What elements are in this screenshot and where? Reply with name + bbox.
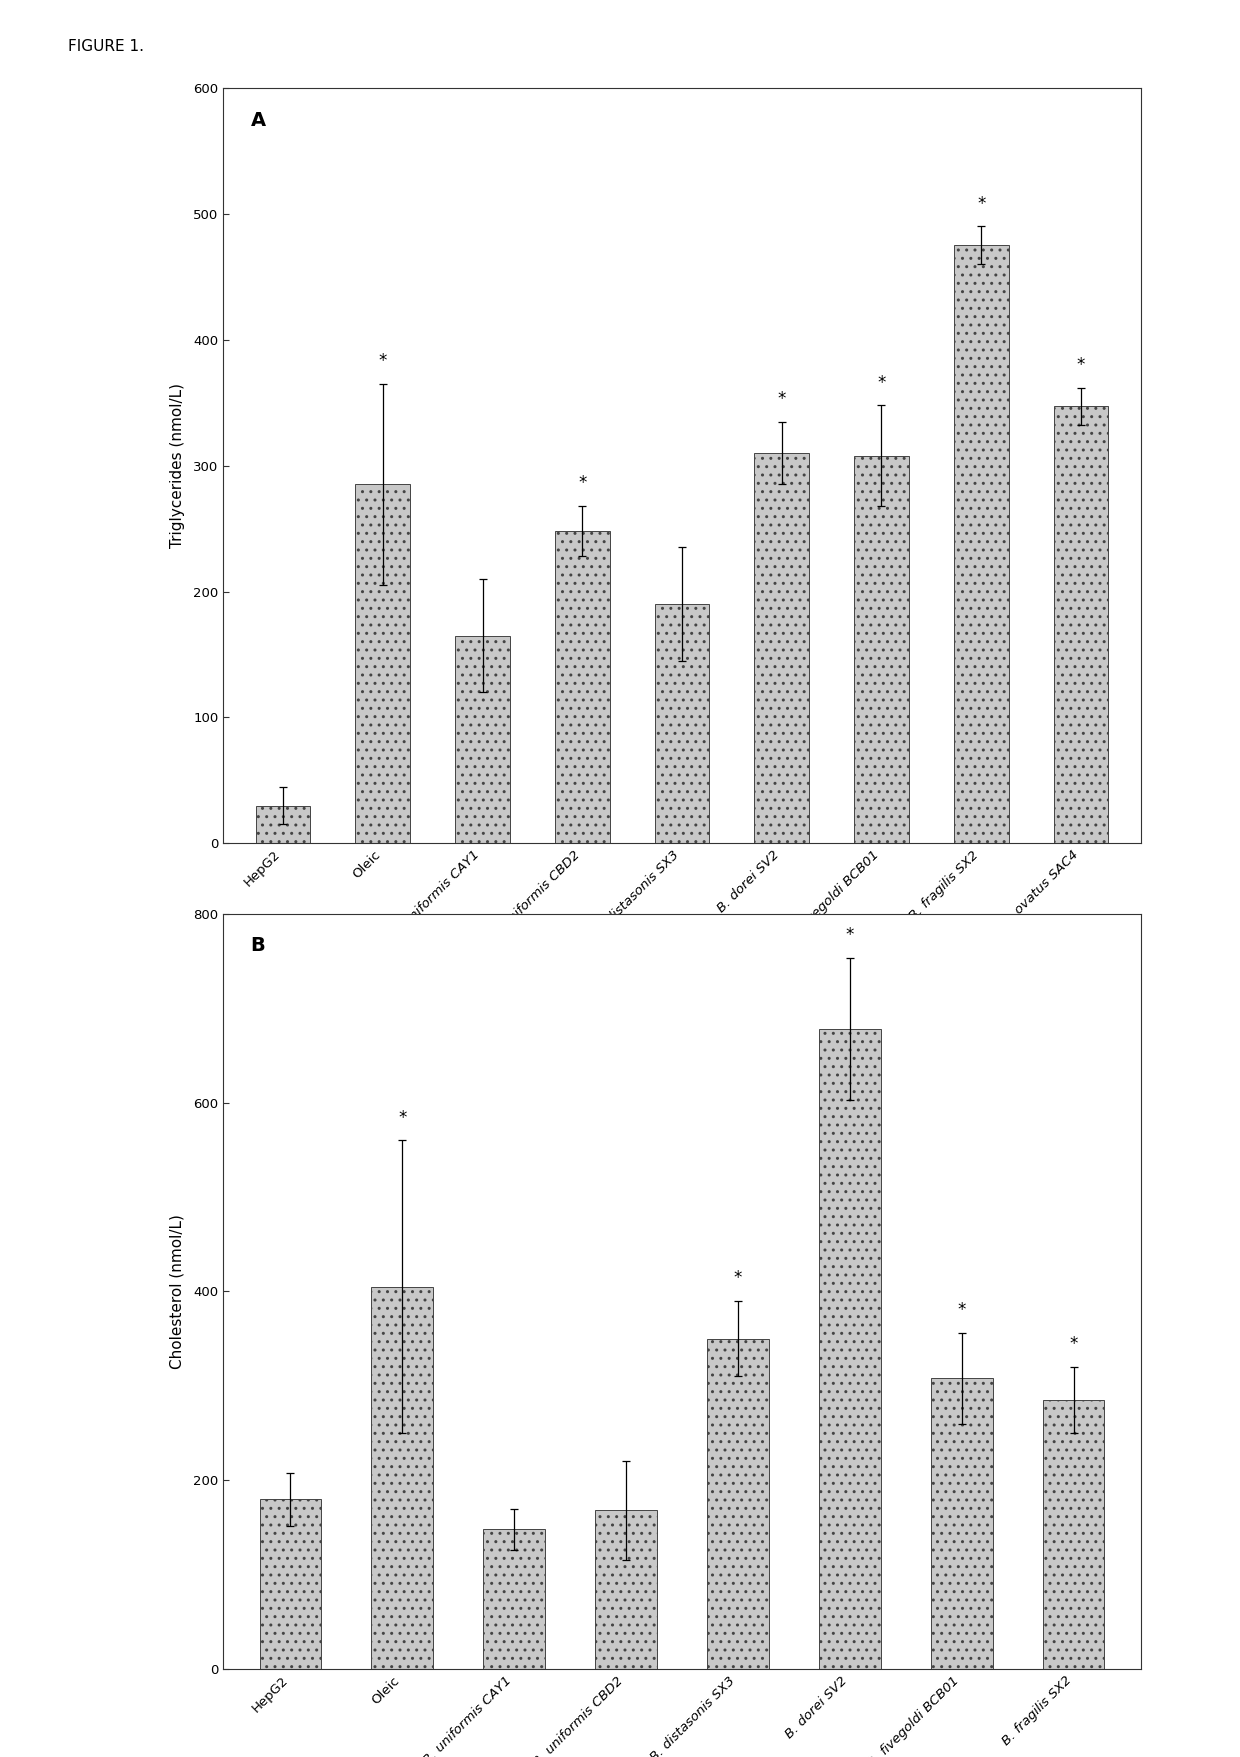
Bar <box>484 1529 544 1669</box>
Bar <box>931 1377 992 1669</box>
Bar <box>754 453 810 843</box>
Y-axis label: Triglycerides (nmol/L): Triglycerides (nmol/L) <box>170 383 185 548</box>
Bar <box>655 604 709 843</box>
Text: FIGURE 1.: FIGURE 1. <box>68 39 144 54</box>
Bar <box>854 455 909 843</box>
Text: *: * <box>398 1109 407 1126</box>
Y-axis label: Cholesterol (nmol/L): Cholesterol (nmol/L) <box>170 1214 185 1369</box>
Bar <box>595 1511 657 1669</box>
Bar <box>455 636 510 843</box>
Text: *: * <box>846 926 854 945</box>
Text: *: * <box>1069 1335 1078 1353</box>
Bar <box>356 485 410 843</box>
Bar <box>255 805 310 843</box>
Text: *: * <box>877 374 885 392</box>
Text: A: A <box>250 111 265 130</box>
Text: *: * <box>957 1302 966 1320</box>
Text: *: * <box>977 195 986 213</box>
Bar <box>259 1499 321 1669</box>
Bar <box>372 1286 433 1669</box>
Text: B: B <box>250 936 265 956</box>
Bar <box>707 1339 769 1669</box>
Text: *: * <box>734 1269 742 1288</box>
Bar <box>554 531 610 843</box>
Text: *: * <box>1076 357 1085 374</box>
Text: *: * <box>777 390 786 408</box>
Text: *: * <box>578 474 587 492</box>
Bar <box>820 1030 880 1669</box>
Bar <box>1054 406 1109 843</box>
Bar <box>954 246 1008 843</box>
Text: *: * <box>378 351 387 371</box>
Bar <box>1043 1400 1105 1669</box>
